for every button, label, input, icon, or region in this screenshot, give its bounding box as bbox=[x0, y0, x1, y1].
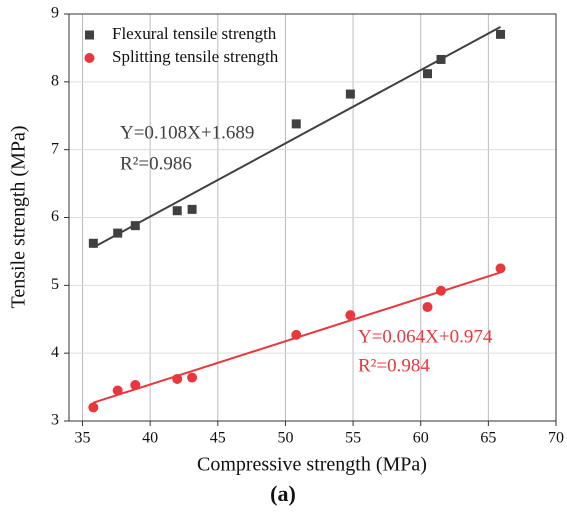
data-point bbox=[172, 373, 183, 384]
data-point bbox=[187, 204, 197, 214]
data-point bbox=[130, 380, 141, 391]
data-point bbox=[345, 310, 356, 321]
fit-r-squared: R²=0.984 bbox=[358, 355, 430, 376]
data-point bbox=[291, 329, 302, 340]
data-point bbox=[172, 206, 182, 216]
plot-frame bbox=[68, 13, 557, 422]
data-point bbox=[345, 89, 355, 99]
x-tick-label: 55 bbox=[345, 430, 361, 447]
data-point bbox=[88, 402, 99, 413]
x-tick-label: 60 bbox=[413, 430, 429, 447]
y-tick-label: 9 bbox=[51, 5, 59, 22]
x-tick-label: 35 bbox=[75, 430, 91, 447]
fit-r-squared: R²=0.986 bbox=[120, 153, 192, 174]
x-axis-label: Compressive strength (MPa) bbox=[197, 454, 427, 476]
y-axis-label: Tensile strength (MPa) bbox=[8, 125, 30, 308]
x-tick-label: 40 bbox=[142, 430, 158, 447]
x-tick-label: 50 bbox=[277, 430, 293, 447]
data-point bbox=[422, 302, 433, 313]
legend-marker bbox=[84, 53, 95, 63]
legend-label: Flexural tensile strength bbox=[112, 24, 277, 43]
legend-marker bbox=[85, 30, 94, 40]
data-point bbox=[496, 29, 506, 39]
data-point bbox=[88, 238, 98, 248]
data-point bbox=[187, 372, 198, 383]
data-point bbox=[291, 119, 301, 129]
x-tick-label: 45 bbox=[210, 430, 226, 447]
fit-equation: Y=0.108X+1.689 bbox=[120, 122, 254, 143]
data-point bbox=[495, 263, 506, 274]
y-tick-label: 3 bbox=[51, 412, 59, 429]
data-point bbox=[130, 221, 140, 231]
x-tick-label: 70 bbox=[548, 430, 564, 447]
y-tick-label: 4 bbox=[51, 344, 59, 361]
y-tick-label: 7 bbox=[51, 140, 59, 157]
y-tick-label: 6 bbox=[51, 208, 59, 225]
data-point bbox=[436, 285, 447, 296]
y-tick-label: 5 bbox=[51, 276, 59, 293]
data-point bbox=[436, 54, 446, 64]
fit-line bbox=[92, 26, 502, 249]
x-tick-label: 65 bbox=[480, 430, 496, 447]
legend-label: Splitting tensile strength bbox=[112, 47, 279, 66]
y-tick-label: 8 bbox=[51, 73, 59, 90]
data-point bbox=[113, 228, 123, 238]
fit-equation: Y=0.064X+0.974 bbox=[358, 326, 493, 347]
data-point bbox=[422, 69, 432, 79]
caption: (a) bbox=[270, 481, 296, 506]
data-point bbox=[112, 385, 123, 396]
